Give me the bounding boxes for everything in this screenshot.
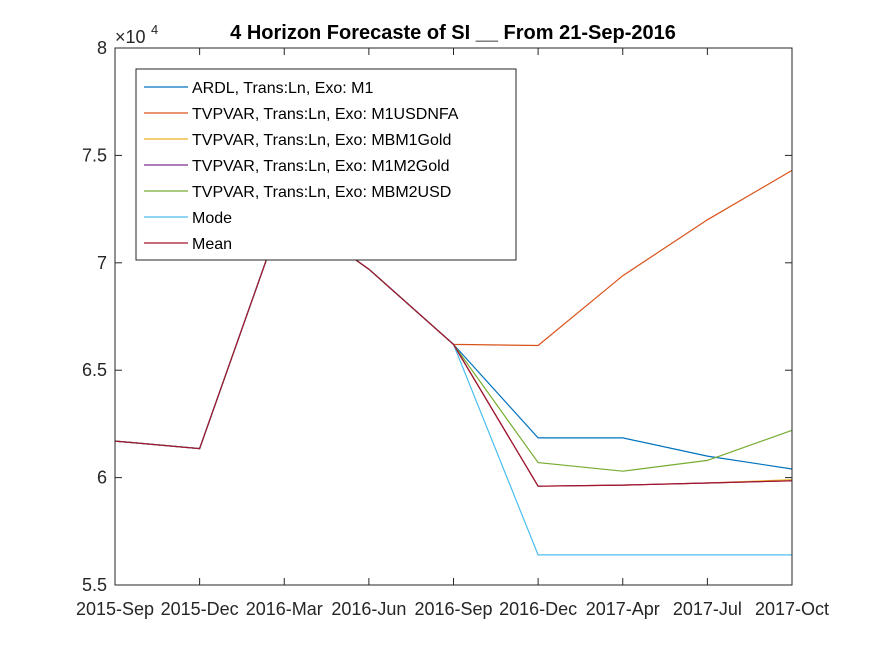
y-tick-label: 8 [97, 38, 107, 58]
legend-label-6: Mean [192, 236, 232, 253]
axes-layer: 5.5 6 6.5 7 7.5 8 2015-Sep 2015-Dec 2016-Mar 2016… [76, 38, 829, 619]
series-line-6 [114, 208, 793, 487]
y-exponent: ×10 4 [115, 22, 158, 47]
legend-label-1: TVPVAR, Trans:Ln, Exo: M1USDNFA [192, 106, 459, 123]
chart-title: 4 Horizon Forecaste of SI __ From 21-Sep… [230, 22, 676, 44]
legend-label-2: TVPVAR, Trans:Ln, Exo: MBM1Gold [192, 132, 451, 149]
x-tick-label: 2016-Mar [246, 599, 323, 619]
x-tick-label: 2016-Dec [499, 599, 577, 619]
legend-box [135, 68, 517, 261]
y-tick-label: 7.5 [82, 145, 107, 165]
x-tick-label: 2017-Apr [586, 599, 660, 619]
y-tick-label: 6.5 [82, 360, 107, 380]
legend-label-5: Mode [192, 210, 232, 227]
x-tick-label: 2015-Dec [161, 599, 239, 619]
x-tick-label: 2015-Sep [76, 599, 154, 619]
legend-label-4: TVPVAR, Trans:Ln, Exo: MBM2USD [192, 184, 451, 201]
y-tick-label: 6 [97, 468, 107, 488]
x-tick-label: 2016-Jun [331, 599, 406, 619]
legend-label-0: ARDL, Trans:Ln, Exo: M1 [192, 80, 374, 97]
x-tick-label: 2016-Sep [414, 599, 492, 619]
x-tick-label: 2017-Oct [755, 599, 829, 619]
legend-label-3: TVPVAR, Trans:Ln, Exo: M1M2Gold [192, 158, 450, 175]
y-tick-label: 5.5 [82, 575, 107, 595]
legend: ARDL, Trans:Ln, Exo: M1 TVPVAR, Trans:Ln,… [135, 68, 517, 261]
y-exponent-power: 4 [151, 22, 158, 37]
x-tick-label: 2017-Jul [673, 599, 742, 619]
y-tick-label: 7 [97, 253, 107, 273]
series-layer [114, 169, 793, 556]
y-exponent-base: ×10 [115, 27, 146, 47]
